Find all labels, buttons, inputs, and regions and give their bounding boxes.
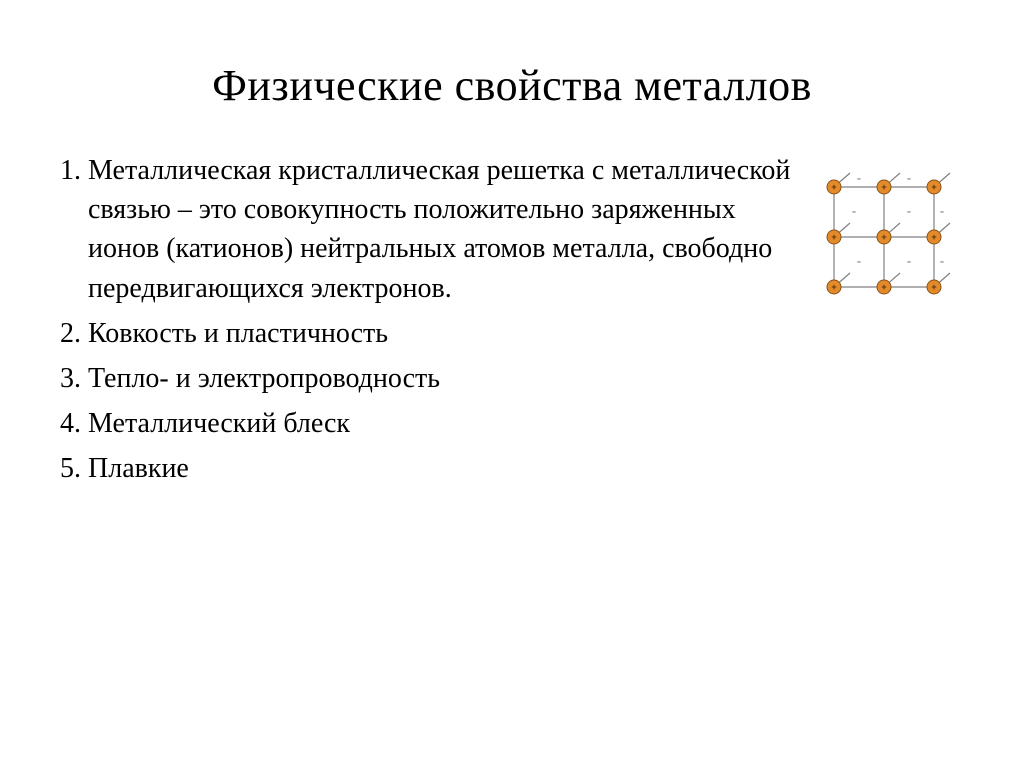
item-text: Ковкость и пластичность bbox=[88, 314, 794, 353]
list-item: 3. Тепло- и электропроводность bbox=[60, 359, 794, 398]
list-item: 5. Плавкие bbox=[60, 449, 794, 488]
svg-text:+: + bbox=[831, 182, 836, 192]
item-number: 3. bbox=[60, 359, 88, 398]
svg-text:+: + bbox=[931, 232, 936, 242]
svg-text:+: + bbox=[831, 282, 836, 292]
item-text: Тепло- и электропроводность bbox=[88, 359, 794, 398]
svg-text:+: + bbox=[881, 182, 886, 192]
item-text: Плавкие bbox=[88, 449, 794, 488]
content-row: 1. Металлическая кристаллическая решетка… bbox=[60, 151, 964, 495]
list-item: 2. Ковкость и пластичность bbox=[60, 314, 794, 353]
svg-text:+: + bbox=[931, 282, 936, 292]
svg-text:-: - bbox=[857, 170, 862, 186]
slide: Физические свойства металлов 1. Металлич… bbox=[0, 0, 1024, 767]
item-number: 1. bbox=[60, 151, 88, 308]
svg-text:-: - bbox=[907, 253, 912, 269]
svg-text:+: + bbox=[831, 232, 836, 242]
item-number: 5. bbox=[60, 449, 88, 488]
item-number: 2. bbox=[60, 314, 88, 353]
svg-text:-: - bbox=[940, 203, 945, 219]
list-item: 1. Металлическая кристаллическая решетка… bbox=[60, 151, 794, 308]
svg-text:-: - bbox=[907, 170, 912, 186]
svg-text:+: + bbox=[881, 282, 886, 292]
lattice-diagram: - - - - - - - - + + + + + + + + + bbox=[814, 157, 954, 297]
diagram-container: - - - - - - - - + + + + + + + + + bbox=[814, 151, 964, 297]
svg-text:-: - bbox=[940, 253, 945, 269]
item-text: Металлический блеск bbox=[88, 404, 794, 443]
properties-list: 1. Металлическая кристаллическая решетка… bbox=[60, 151, 794, 495]
item-number: 4. bbox=[60, 404, 88, 443]
page-title: Физические свойства металлов bbox=[60, 60, 964, 111]
svg-text:-: - bbox=[852, 203, 857, 219]
lattice-svg: - - - - - - - - + + + + + + + + + bbox=[814, 157, 954, 297]
svg-text:+: + bbox=[931, 182, 936, 192]
svg-text:-: - bbox=[857, 253, 862, 269]
svg-text:+: + bbox=[881, 232, 886, 242]
item-text: Металлическая кристаллическая решетка с … bbox=[88, 151, 794, 308]
list-item: 4. Металлический блеск bbox=[60, 404, 794, 443]
svg-text:-: - bbox=[907, 203, 912, 219]
